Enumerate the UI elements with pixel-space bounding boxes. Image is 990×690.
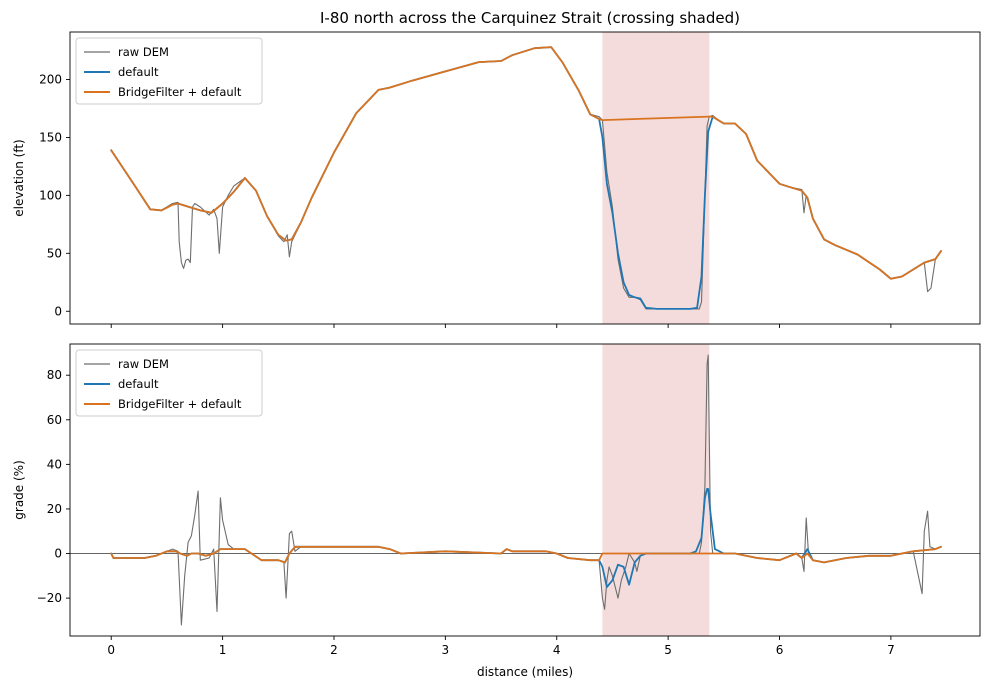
y-tick-label: 200	[39, 73, 62, 87]
series-line-default	[110, 487, 942, 588]
series-line-bridgefilter-default	[110, 46, 942, 280]
legend-label-bridgefilter-default: BridgeFilter + default	[118, 85, 242, 99]
legend-box	[75, 349, 263, 417]
legend-label-bridgefilter-default: BridgeFilter + default	[118, 397, 242, 411]
legend: raw DEM default BridgeFilter + default	[75, 349, 263, 417]
x-axis-label: distance (miles)	[477, 665, 573, 679]
elevation-panel: 0 50 100 150 200 elevation (ft) raw DEM default…	[12, 31, 981, 328]
y-tick-label: 20	[47, 502, 62, 516]
plot-frame	[69, 343, 981, 637]
crossing-shaded-span	[602, 32, 710, 324]
grade-panel: 0 1 2 3 4 5 6 7 −20 0 20 40 60 80 grade (%) distance (m…	[12, 343, 981, 679]
y-tick-label: 150	[39, 130, 62, 144]
y-tick-label: 40	[47, 457, 62, 471]
x-tick-label: 1	[219, 643, 227, 657]
x-tick-label: 6	[776, 643, 784, 657]
y-tick-label: 60	[47, 413, 62, 427]
crossing-shaded-span	[602, 344, 710, 636]
x-tick-label: 7	[887, 643, 895, 657]
y-tick-label: 0	[54, 547, 62, 561]
legend-label-raw-dem: raw DEM	[118, 45, 169, 59]
y-axis-label: grade (%)	[12, 460, 26, 519]
y-axis-label: elevation (ft)	[12, 139, 26, 216]
y-tick-label: 50	[47, 246, 62, 260]
legend-box	[75, 37, 263, 105]
plot-frame	[69, 31, 981, 325]
x-tick-label: 4	[553, 643, 561, 657]
legend-label-default: default	[118, 65, 159, 79]
x-tick-label: 5	[664, 643, 672, 657]
legend-label-raw-dem: raw DEM	[118, 357, 169, 371]
x-tick-label: 2	[330, 643, 338, 657]
y-tick-label: 0	[54, 304, 62, 318]
legend-label-default: default	[118, 377, 159, 391]
series-line-bridgefilter-default	[110, 545, 942, 564]
y-tick-label: 80	[47, 368, 62, 382]
x-tick-label: 0	[107, 643, 115, 657]
y-tick-label: −20	[37, 591, 62, 605]
y-tick-label: 100	[39, 188, 62, 202]
x-tick-label: 3	[442, 643, 450, 657]
legend: raw DEM default BridgeFilter + default	[75, 37, 263, 105]
chart-title: I-80 north across the Carquinez Strait (…	[320, 9, 740, 27]
